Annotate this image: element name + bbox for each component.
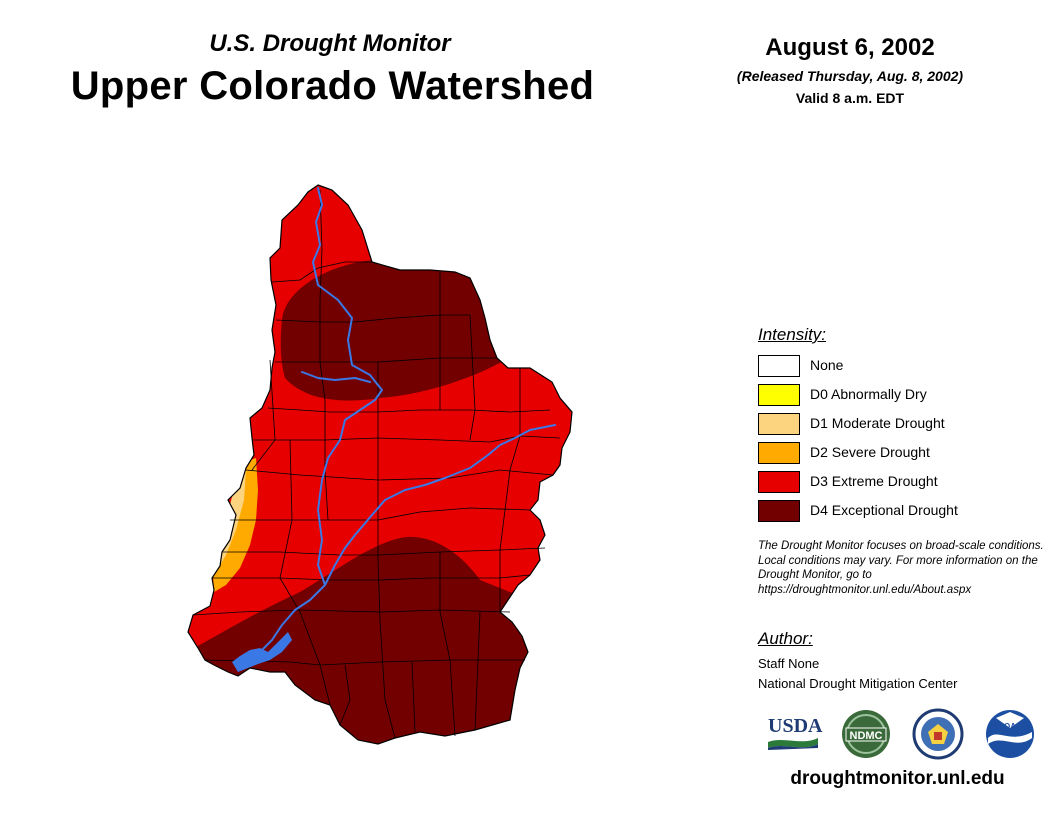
- legend-label: None: [810, 357, 844, 373]
- legend-label: D3 Extreme Drought: [810, 473, 938, 489]
- ndmc-logo: NDMC: [842, 710, 890, 758]
- rivers: [237, 187, 556, 669]
- disclaimer-text: The Drought Monitor focuses on broad-sca…: [758, 540, 1044, 596]
- legend-swatch: [758, 500, 800, 522]
- ndmc-logo-text: NDMC: [850, 730, 883, 742]
- usda-logo: USDA: [768, 715, 823, 750]
- noaa-logo-text: NOAA: [998, 722, 1022, 731]
- author-heading: Author:: [758, 629, 813, 648]
- commerce-seal-icon: [912, 708, 964, 760]
- website-url: droughtmonitor.unl.edu: [790, 768, 1005, 789]
- agency-logos: USDA NDMC NOAA: [768, 708, 1034, 760]
- reservoir: [232, 632, 292, 672]
- noaa-logo: NOAA: [986, 710, 1034, 758]
- map-title: Upper Colorado Watershed: [70, 64, 595, 108]
- valid-time: Valid 8 a.m. EDT: [795, 90, 905, 106]
- release-date: (Released Thursday, Aug. 8, 2002): [736, 68, 964, 84]
- map-subtitle: U.S. Drought Monitor: [209, 30, 451, 57]
- d4-north-region: [280, 259, 505, 401]
- author-name: Staff None: [758, 656, 820, 671]
- legend-swatch: [758, 442, 800, 464]
- watershed-boundary: [187, 184, 573, 745]
- legend-swatch: [758, 384, 800, 406]
- legend-label: D4 Exceptional Drought: [810, 502, 958, 518]
- legend-title: Intensity:: [758, 325, 827, 344]
- map-date: August 6, 2002: [765, 34, 935, 61]
- usda-logo-text: USDA: [768, 715, 823, 737]
- legend-swatch: [758, 355, 800, 377]
- legend-swatch: [758, 471, 800, 493]
- watershed-map: [187, 184, 573, 745]
- county-boundaries: [192, 189, 561, 739]
- legend-label: D2 Severe Drought: [810, 444, 930, 460]
- legend-swatch: [758, 413, 800, 435]
- legend-label: D1 Moderate Drought: [810, 415, 945, 431]
- author-organization: National Drought Mitigation Center: [758, 676, 958, 691]
- legend-label: D0 Abnormally Dry: [810, 386, 927, 402]
